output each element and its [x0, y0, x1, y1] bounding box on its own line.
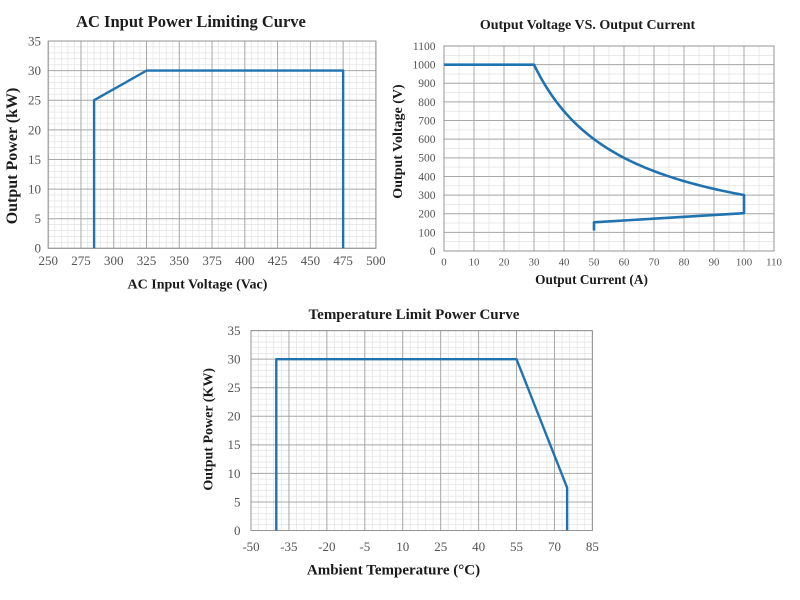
- svg-text:40: 40: [472, 539, 485, 554]
- svg-text:10: 10: [469, 256, 480, 268]
- svg-text:400: 400: [235, 253, 255, 268]
- svg-text:5: 5: [35, 211, 42, 226]
- svg-text:90: 90: [709, 256, 720, 268]
- svg-text:15: 15: [28, 152, 41, 167]
- svg-text:AC Input Voltage (Vac): AC Input Voltage (Vac): [128, 278, 268, 293]
- svg-text:10: 10: [228, 466, 241, 481]
- svg-text:Temperature Limit Power Curve: Temperature Limit Power Curve: [309, 307, 520, 323]
- svg-text:20: 20: [228, 409, 241, 424]
- svg-text:1000: 1000: [413, 60, 436, 72]
- svg-text:100: 100: [736, 256, 752, 268]
- svg-text:AC Input Power Limiting Curve: AC Input Power Limiting Curve: [76, 12, 306, 31]
- svg-text:-5: -5: [359, 539, 370, 554]
- svg-text:60: 60: [619, 256, 630, 268]
- svg-text:475: 475: [333, 253, 353, 268]
- svg-text:25: 25: [434, 539, 447, 554]
- svg-text:Output Power (kW): Output Power (kW): [4, 88, 21, 225]
- svg-text:275: 275: [71, 253, 91, 268]
- svg-text:85: 85: [586, 539, 599, 554]
- svg-text:25: 25: [228, 380, 241, 395]
- svg-text:450: 450: [301, 253, 321, 268]
- svg-text:Output Power (KW): Output Power (KW): [202, 368, 217, 491]
- svg-text:200: 200: [418, 209, 436, 221]
- svg-text:800: 800: [418, 97, 436, 109]
- svg-text:-35: -35: [280, 539, 297, 554]
- svg-text:35: 35: [228, 323, 241, 338]
- svg-text:25: 25: [28, 93, 41, 108]
- svg-text:Output Current (A): Output Current (A): [535, 272, 648, 287]
- svg-text:100: 100: [418, 227, 436, 239]
- svg-text:110: 110: [766, 256, 782, 268]
- svg-text:0: 0: [35, 241, 42, 256]
- svg-text:300: 300: [104, 253, 124, 268]
- svg-text:400: 400: [418, 171, 436, 183]
- svg-text:20: 20: [499, 256, 510, 268]
- svg-text:55: 55: [510, 539, 523, 554]
- svg-text:-20: -20: [318, 539, 335, 554]
- svg-text:0: 0: [441, 256, 446, 268]
- svg-text:40: 40: [559, 256, 570, 268]
- svg-text:1100: 1100: [413, 41, 436, 53]
- svg-text:35: 35: [28, 33, 41, 48]
- svg-text:425: 425: [268, 253, 288, 268]
- svg-text:15: 15: [228, 437, 241, 452]
- svg-text:30: 30: [228, 352, 241, 367]
- svg-text:50: 50: [589, 256, 600, 268]
- svg-text:5: 5: [234, 494, 241, 509]
- svg-text:10: 10: [28, 182, 41, 197]
- svg-text:10: 10: [396, 539, 409, 554]
- svg-text:500: 500: [418, 153, 436, 165]
- svg-text:Output Voltage (V): Output Voltage (V): [391, 84, 406, 199]
- svg-text:500: 500: [366, 253, 386, 268]
- svg-text:30: 30: [529, 256, 540, 268]
- svg-text:375: 375: [202, 253, 222, 268]
- svg-text:900: 900: [418, 78, 436, 90]
- svg-text:700: 700: [418, 116, 436, 128]
- svg-text:0: 0: [430, 246, 436, 258]
- svg-text:250: 250: [38, 253, 58, 268]
- svg-text:350: 350: [170, 253, 190, 268]
- svg-text:70: 70: [649, 256, 660, 268]
- svg-text:80: 80: [679, 256, 690, 268]
- svg-text:0: 0: [234, 523, 241, 538]
- svg-text:300: 300: [418, 190, 436, 202]
- svg-text:20: 20: [28, 122, 41, 137]
- svg-text:-50: -50: [242, 539, 259, 554]
- svg-text:70: 70: [548, 539, 561, 554]
- svg-text:30: 30: [28, 63, 41, 78]
- svg-text:600: 600: [418, 134, 436, 146]
- svg-text:Output Voltage VS. Output Curr: Output Voltage VS. Output Current: [480, 18, 696, 33]
- svg-text:325: 325: [137, 253, 157, 268]
- svg-text:Ambient Temperature (°C): Ambient Temperature (°C): [307, 563, 480, 579]
